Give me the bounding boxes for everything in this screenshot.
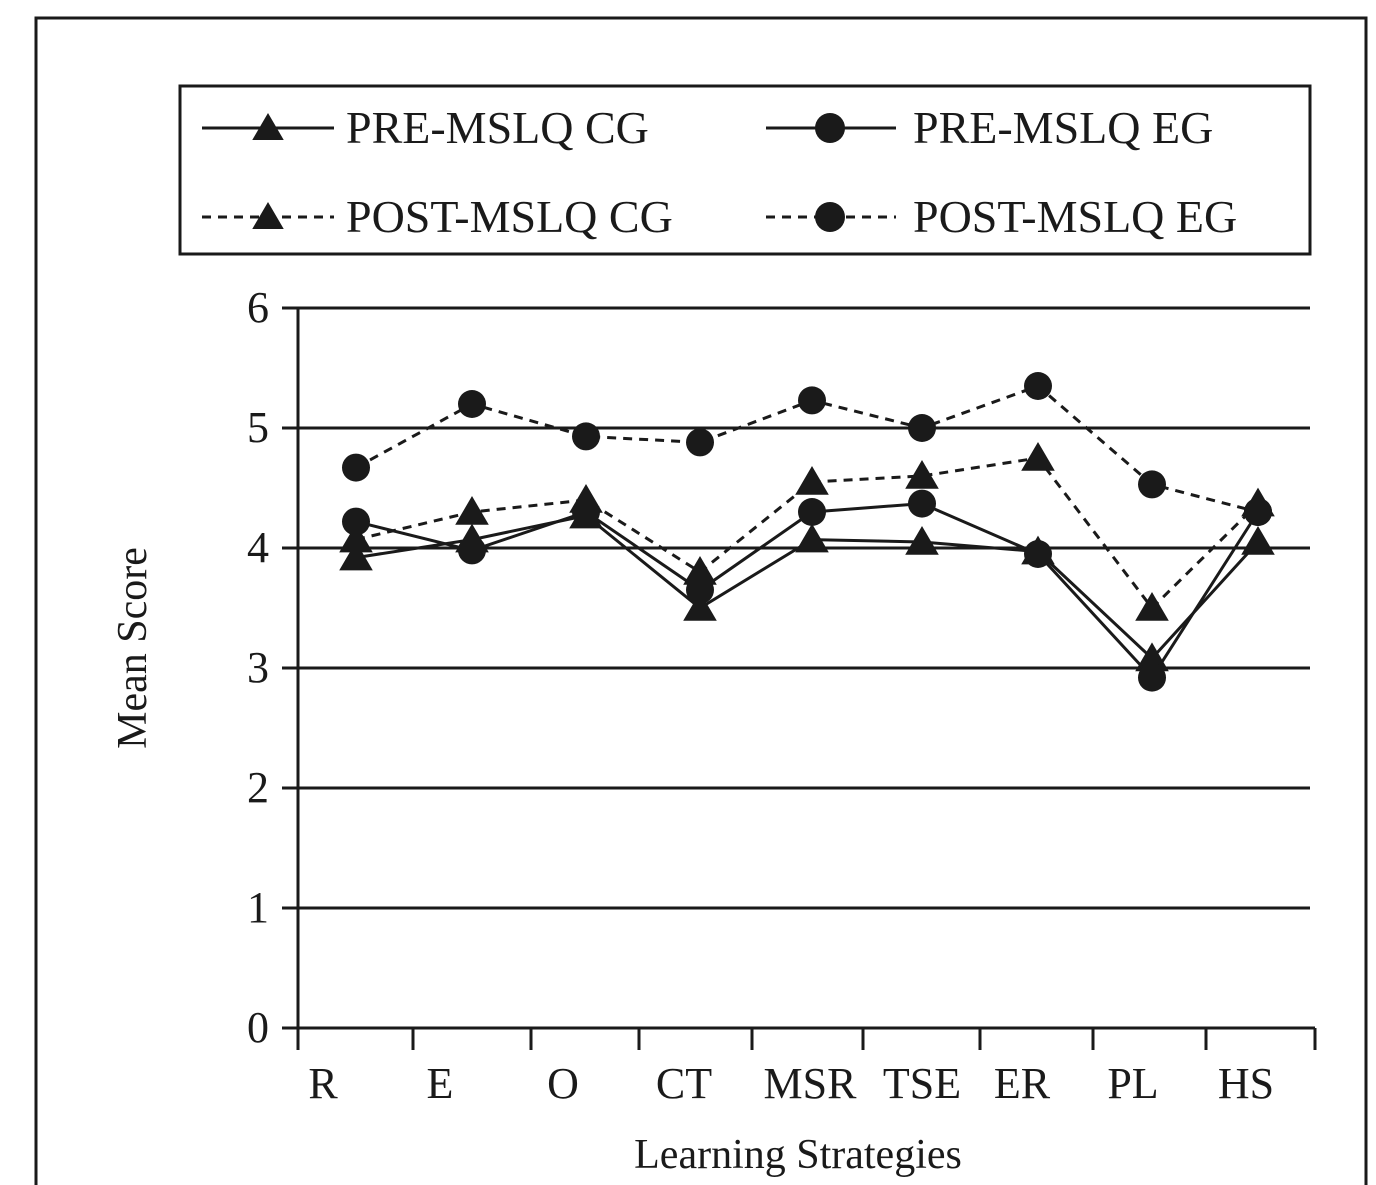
legend-entry: PRE-MSLQ EG [766, 102, 1213, 153]
x-tick-label: TSE [883, 1059, 961, 1108]
triangle-marker [455, 496, 489, 525]
circle-marker [1024, 540, 1052, 568]
y-tick-label: 4 [247, 523, 269, 572]
circle-marker [342, 453, 370, 482]
circle-marker [458, 390, 486, 418]
legend: PRE-MSLQ CG PRE-MSLQ EG POST-MSLQ CG POST-M… [178, 84, 1312, 256]
circle-marker [572, 498, 600, 526]
legend-label: POST-MSLQ EG [913, 191, 1237, 242]
x-tick-label: CT [656, 1059, 712, 1108]
y-tick-label: 2 [247, 763, 269, 812]
legend-box [178, 84, 1312, 256]
circle-marker [798, 498, 826, 526]
circle-marker [342, 507, 370, 536]
x-tick-label: E [427, 1059, 454, 1108]
triangle-marker [905, 526, 939, 555]
y-axis-title: Mean Score [110, 547, 156, 749]
triangle-marker [683, 592, 717, 621]
x-tick-label: ER [994, 1059, 1051, 1108]
legend-entry: POST-MSLQ CG [202, 191, 673, 242]
x-tick-label: MSR [764, 1059, 858, 1108]
circle-marker [572, 422, 600, 451]
x-tick-label: O [547, 1059, 579, 1108]
circle-marker [815, 202, 845, 232]
y-tick-label: 3 [247, 643, 269, 692]
circle-marker [908, 489, 936, 518]
triangle-marker [252, 202, 284, 229]
circle-marker [1244, 498, 1272, 526]
circle-marker [686, 428, 714, 457]
series-layer [339, 372, 1275, 692]
circle-marker [1138, 470, 1166, 499]
y-tick-label: 0 [247, 1003, 269, 1052]
triangle-marker [795, 523, 829, 553]
y-axis-ticks: 0 1 2 3 4 5 6 [247, 283, 269, 1052]
y-tick-label: 6 [247, 283, 269, 332]
circle-marker [908, 414, 936, 442]
legend-entry: PRE-MSLQ CG [202, 102, 649, 153]
legend-label: PRE-MSLQ CG [346, 102, 649, 153]
circle-marker [1138, 663, 1166, 692]
triangle-marker [1241, 526, 1275, 555]
y-tick-label: 5 [247, 403, 269, 452]
x-axis-title: Learning Strategies [634, 1132, 962, 1178]
legend-entry: POST-MSLQ EG [766, 191, 1237, 242]
x-tick-label: HS [1218, 1059, 1274, 1108]
legend-label: POST-MSLQ CG [346, 191, 673, 242]
triangle-marker [905, 460, 939, 489]
x-tick-label: PL [1107, 1059, 1158, 1108]
triangle-marker [795, 466, 829, 495]
circle-marker [686, 576, 714, 604]
series-pre-mslq-eg [342, 489, 1272, 692]
triangle-marker [252, 113, 284, 140]
y-tick-label: 1 [247, 883, 269, 932]
x-axis-ticks: R E O CT MSR TSE ER PL HS [296, 1028, 1317, 1108]
circle-marker [815, 113, 845, 143]
circle-marker [798, 386, 826, 415]
triangle-marker [339, 541, 373, 571]
triangle-marker [683, 556, 717, 585]
x-tick-label: R [308, 1059, 338, 1108]
legend-label: PRE-MSLQ EG [913, 102, 1213, 153]
triangle-marker [339, 523, 373, 553]
circle-marker [458, 536, 486, 565]
triangle-marker [1135, 592, 1169, 621]
triangle-marker [1021, 442, 1055, 471]
circle-marker [1024, 372, 1052, 400]
